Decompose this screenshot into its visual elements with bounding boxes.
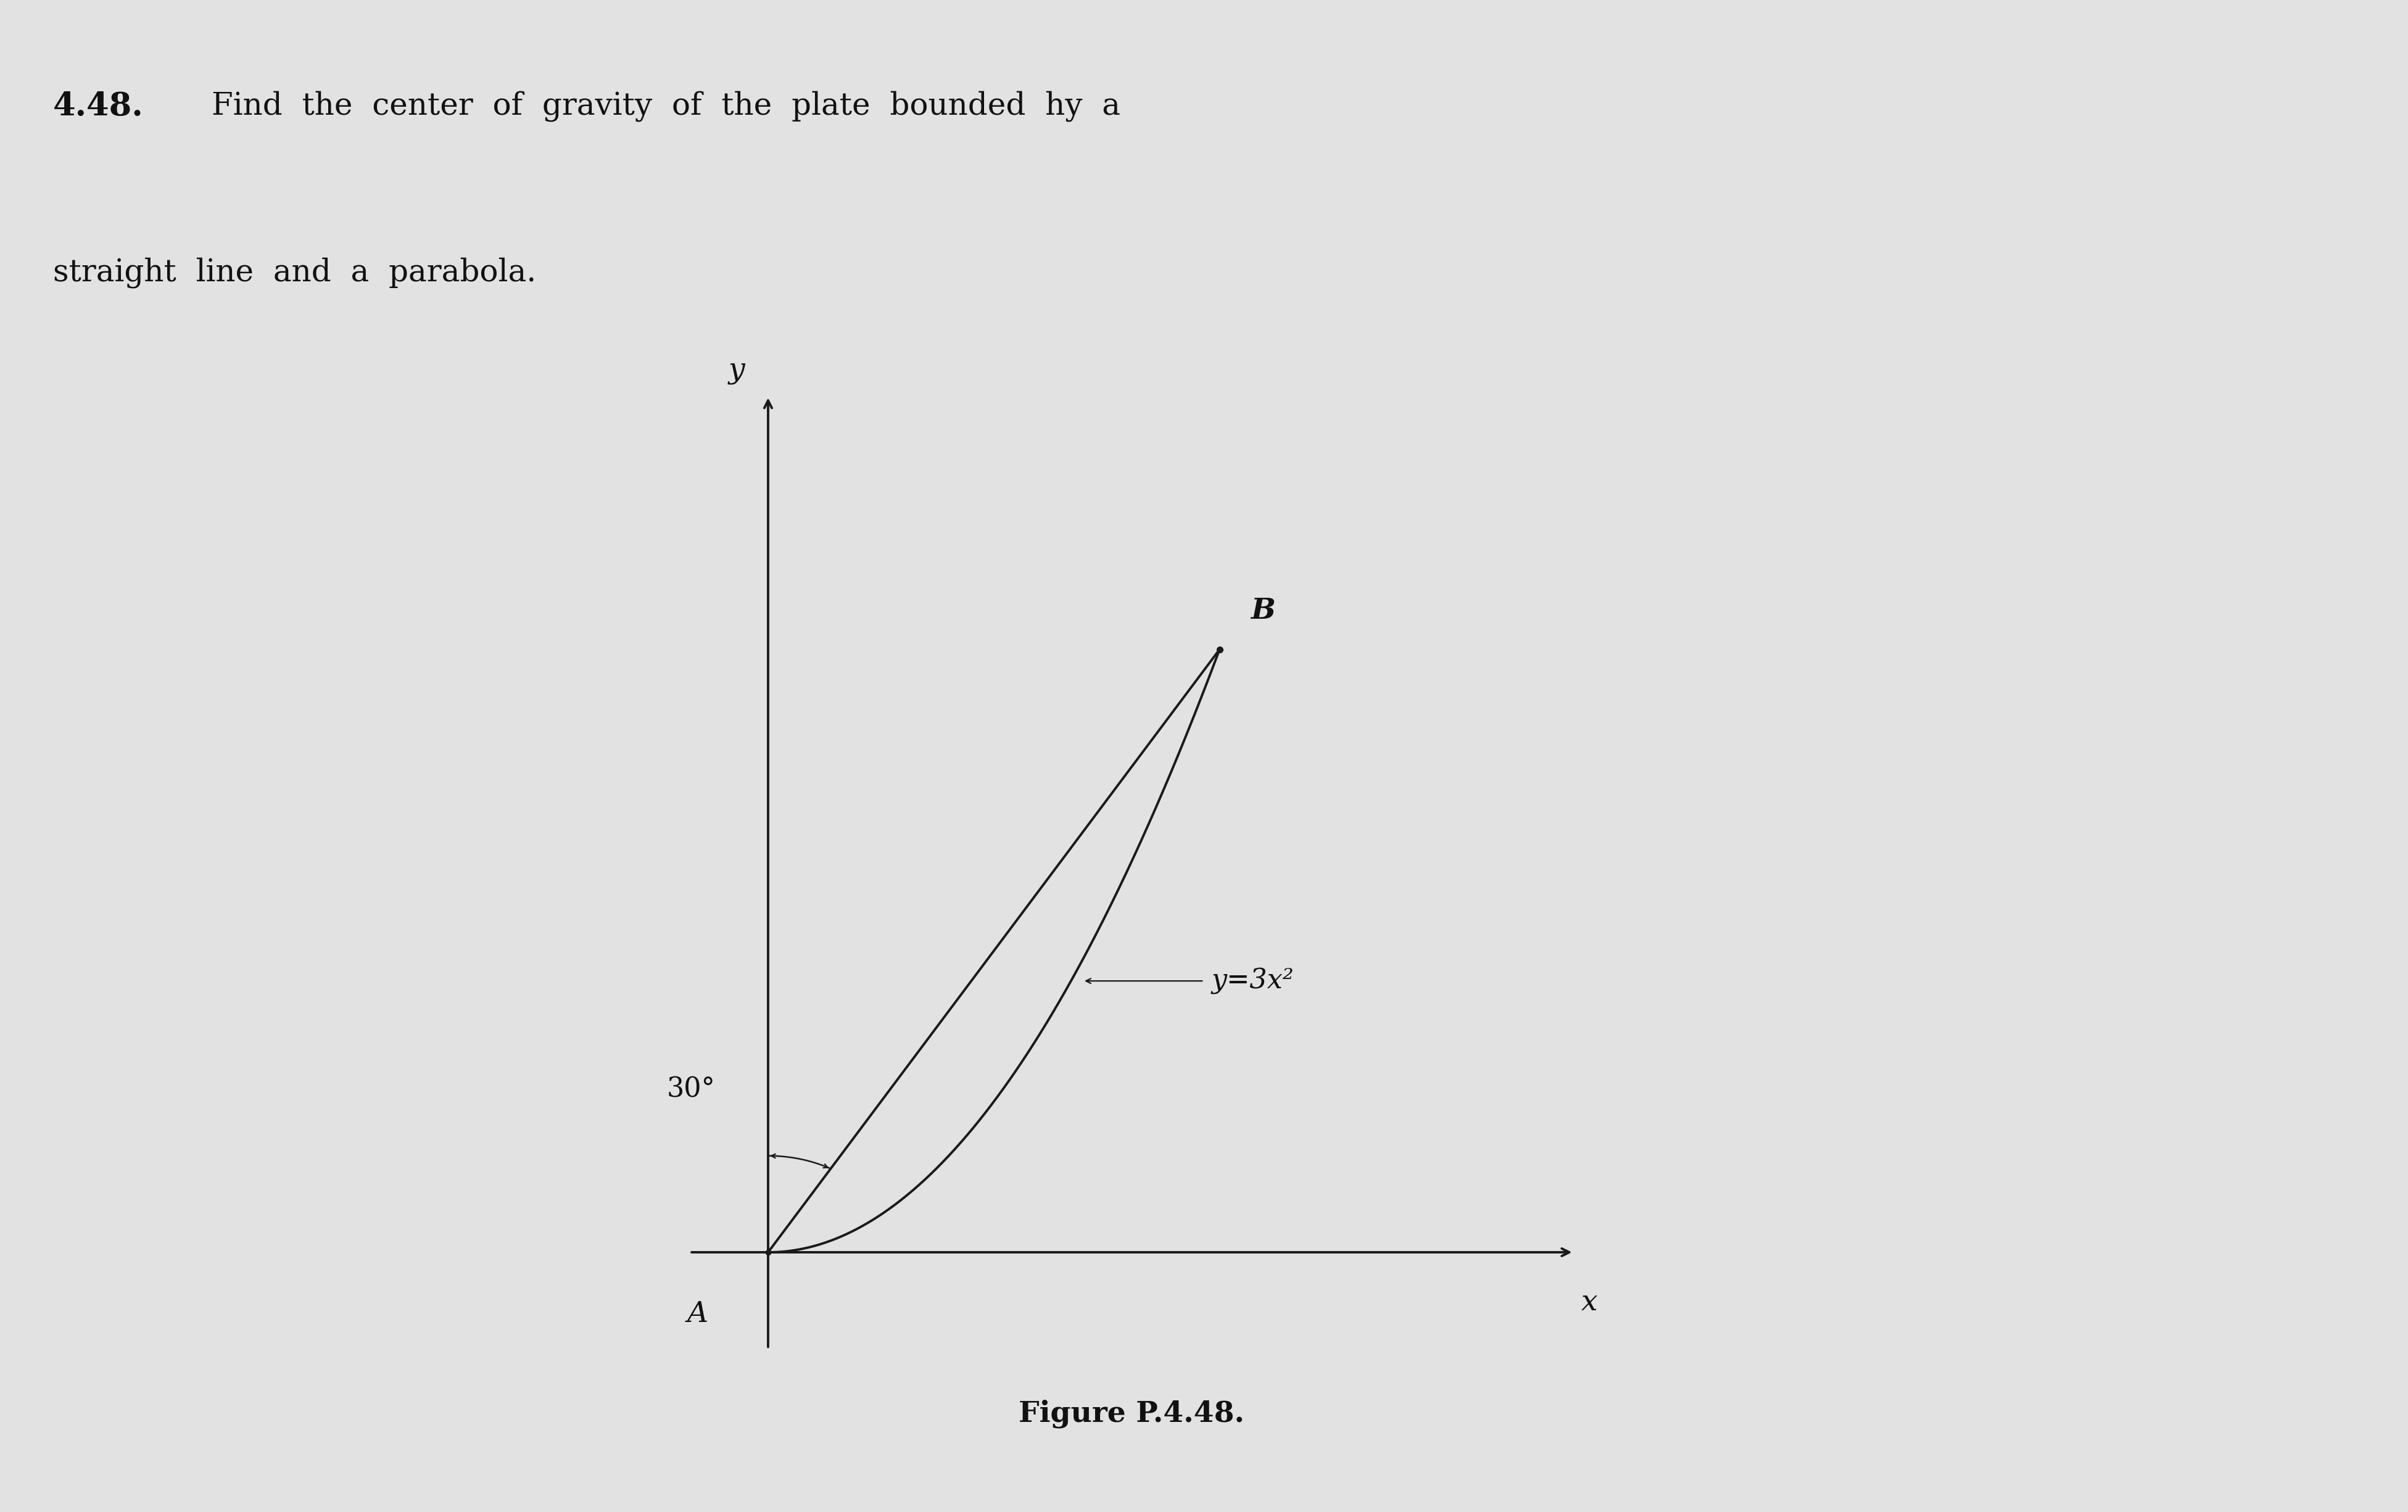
Text: Figure P.4.48.: Figure P.4.48.: [1019, 1400, 1245, 1427]
Text: 4.48.: 4.48.: [53, 91, 144, 122]
Text: A: A: [686, 1300, 708, 1329]
Text: y: y: [730, 357, 744, 384]
Text: Find  the  center  of  gravity  of  the  plate  bounded  hy  a: Find the center of gravity of the plate …: [212, 91, 1120, 121]
Text: 30°: 30°: [667, 1077, 715, 1102]
Text: B: B: [1250, 597, 1276, 624]
Text: straight  line  and  a  parabola.: straight line and a parabola.: [53, 257, 537, 287]
Text: x: x: [1582, 1288, 1599, 1317]
Text: y=3x²: y=3x²: [1211, 968, 1293, 995]
